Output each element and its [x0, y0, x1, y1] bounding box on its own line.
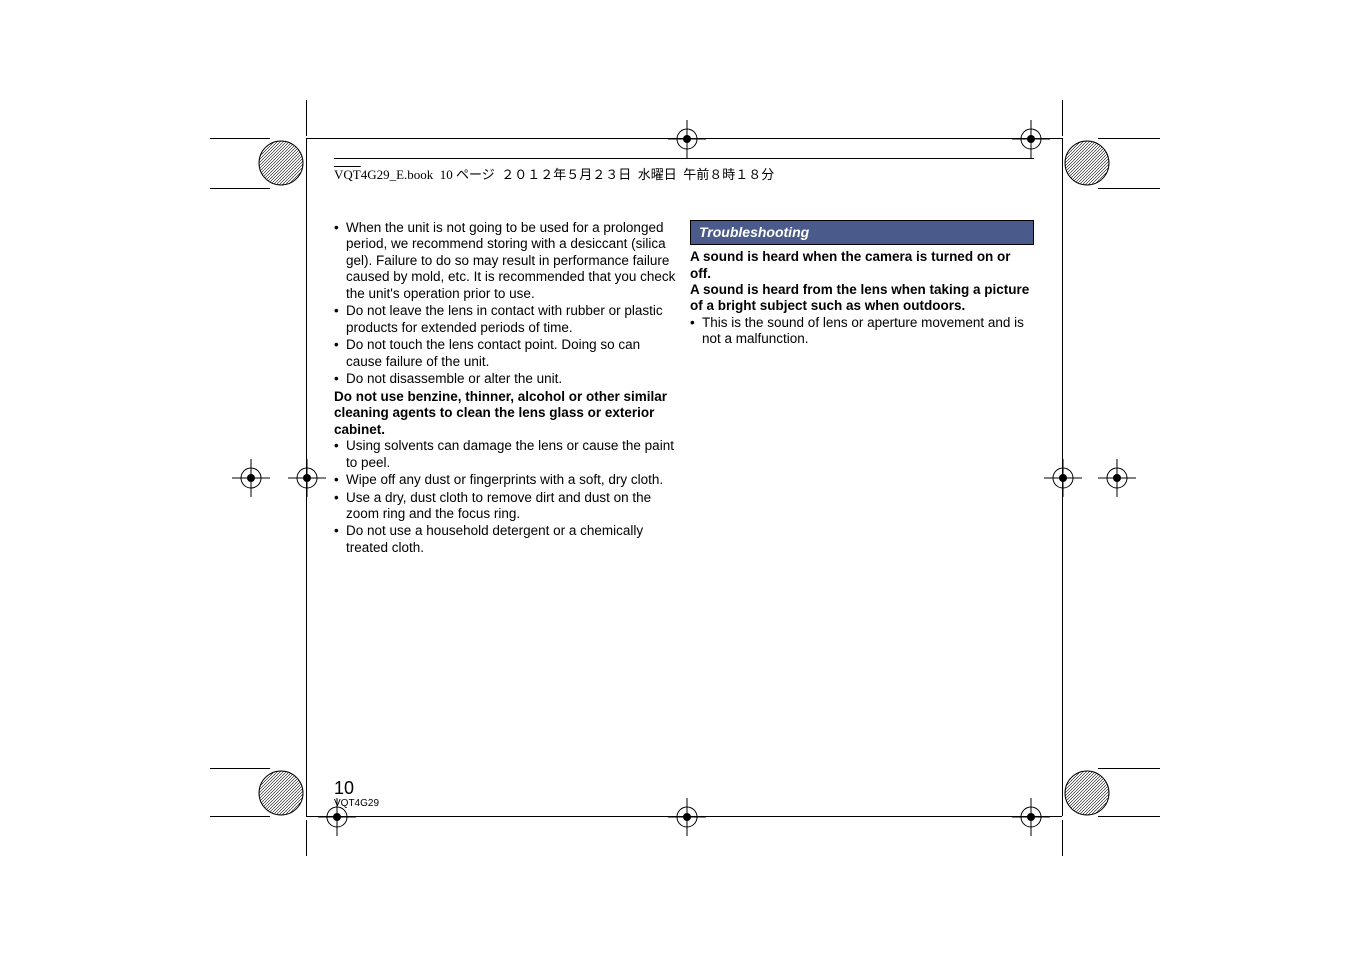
registration-mark-icon [1064, 140, 1110, 186]
crosshair-mark-icon [288, 459, 326, 497]
registration-mark-icon [258, 770, 304, 816]
bullet-icon: • [334, 438, 346, 471]
page-content: •When the unit is not going to be used f… [334, 220, 1034, 557]
right-column: Troubleshooting A sound is heard when th… [690, 220, 1034, 557]
crosshair-mark-icon [232, 459, 270, 497]
body-text: Wipe off any dust or fingerprints with a… [346, 472, 678, 488]
bold-paragraph: A sound is heard when the camera is turn… [690, 249, 1034, 282]
body-text: Do not leave the lens in contact with ru… [346, 303, 678, 336]
bullet-icon: • [334, 337, 346, 370]
crosshair-mark-icon [668, 798, 706, 836]
bold-paragraph: A sound is heard from the lens when taki… [690, 282, 1034, 315]
bullet-icon: • [334, 371, 346, 387]
book-header: VQT4G29_E.book 10 ページ ２０１２年５月２３日 水曜日 午前８… [334, 164, 774, 183]
bold-paragraph: Do not use benzine, thinner, alcohol or … [334, 389, 678, 438]
registration-mark-icon [1064, 770, 1110, 816]
bullet-icon: • [334, 303, 346, 336]
body-text: Use a dry, dust cloth to remove dirt and… [346, 490, 678, 523]
crosshair-mark-icon [1012, 120, 1050, 158]
crosshair-mark-icon [318, 798, 356, 836]
body-text: Do not touch the lens contact point. Doi… [346, 337, 678, 370]
crosshair-mark-icon [1044, 459, 1082, 497]
section-heading: Troubleshooting [690, 220, 1034, 245]
registration-mark-icon [258, 140, 304, 186]
bullet-icon: • [334, 490, 346, 523]
crosshair-mark-icon [1012, 798, 1050, 836]
bullet-icon: • [334, 220, 346, 302]
bullet-icon: • [334, 523, 346, 556]
body-text: Using solvents can damage the lens or ca… [346, 438, 678, 471]
crosshair-mark-icon [1098, 459, 1136, 497]
bullet-icon: • [690, 315, 702, 348]
page-number: 10 [334, 778, 354, 799]
left-column: •When the unit is not going to be used f… [334, 220, 678, 557]
body-text: This is the sound of lens or aperture mo… [702, 315, 1034, 348]
body-text: Do not use a household detergent or a ch… [346, 523, 678, 556]
bullet-icon: • [334, 472, 346, 488]
body-text: When the unit is not going to be used fo… [346, 220, 678, 302]
body-text: Do not disassemble or alter the unit. [346, 371, 678, 387]
crosshair-mark-icon [668, 120, 706, 158]
